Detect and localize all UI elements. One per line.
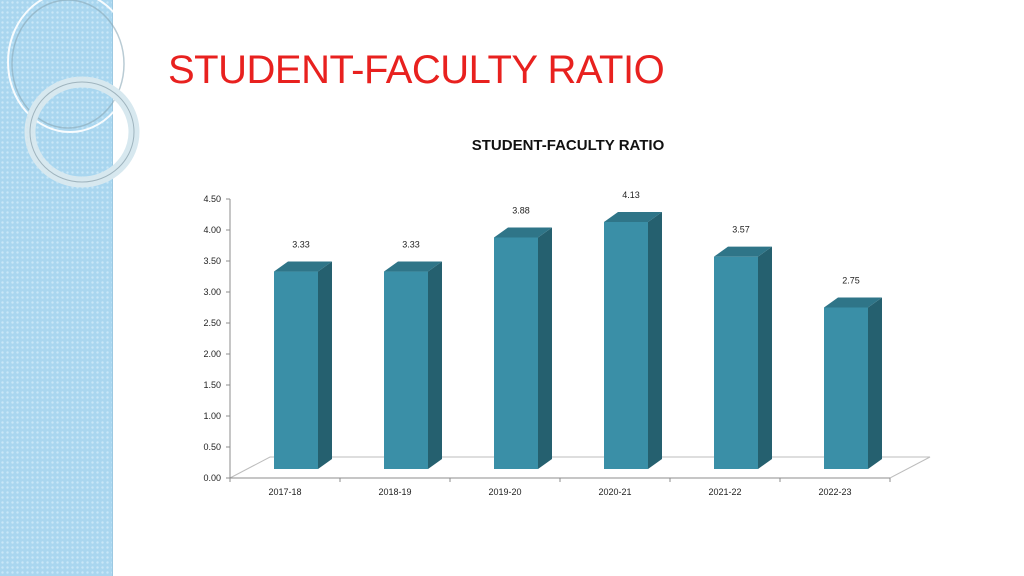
bar — [274, 271, 318, 469]
bar — [494, 237, 538, 469]
bar — [384, 271, 428, 469]
data-label: 4.13 — [622, 190, 640, 200]
chart-title: STUDENT-FACULTY RATIO — [472, 137, 665, 154]
decorative-rings — [7, 0, 140, 188]
bar-side — [538, 227, 552, 469]
x-tick-label: 2022-23 — [818, 487, 851, 497]
y-tick-label: 2.00 — [203, 349, 221, 359]
x-tick-label: 2017-18 — [268, 487, 301, 497]
y-tick-label: 3.00 — [203, 287, 221, 297]
bar-side — [868, 297, 882, 469]
data-label: 3.88 — [512, 205, 530, 215]
x-tick-label: 2018-19 — [378, 487, 411, 497]
decorative-ring-small-edge — [29, 81, 135, 183]
decorative-ring-large-shadow — [11, 0, 125, 129]
y-tick-label: 1.50 — [203, 380, 221, 390]
bar-top — [384, 261, 442, 272]
bar-top — [714, 246, 772, 257]
y-tick-label: 2.50 — [203, 318, 221, 328]
bar-side — [428, 261, 442, 469]
data-label: 2.75 — [842, 276, 860, 286]
y-tick-label: 0.00 — [203, 473, 221, 483]
x-tick-label: 2020-21 — [598, 487, 631, 497]
bar-top — [494, 227, 552, 238]
x-tick-label: 2021-22 — [708, 487, 741, 497]
bar — [714, 256, 758, 469]
y-tick-label: 0.50 — [203, 442, 221, 452]
slide-title: STUDENT-FACULTY RATIO — [168, 48, 665, 92]
y-tick-label: 1.00 — [203, 411, 221, 421]
bar-side — [318, 261, 332, 469]
bar-top — [274, 261, 332, 272]
x-tick-label: 2019-20 — [488, 487, 521, 497]
data-label: 3.33 — [292, 240, 310, 250]
y-tick-label: 3.50 — [203, 256, 221, 266]
bar — [824, 307, 868, 469]
bar-top — [604, 211, 662, 222]
data-label: 3.57 — [732, 225, 750, 235]
bars-layer: 3.33 3.33 3.88 4.13 3.57 2.75 — [274, 190, 882, 469]
bar-top — [824, 297, 882, 308]
bar — [604, 221, 648, 469]
decorative-ring-large — [7, 0, 133, 133]
y-tick-label: 4.50 — [203, 194, 221, 204]
y-tick-label: 4.00 — [203, 225, 221, 235]
data-label: 3.33 — [402, 240, 420, 250]
bar-side — [648, 211, 662, 469]
bar-side — [758, 246, 772, 469]
